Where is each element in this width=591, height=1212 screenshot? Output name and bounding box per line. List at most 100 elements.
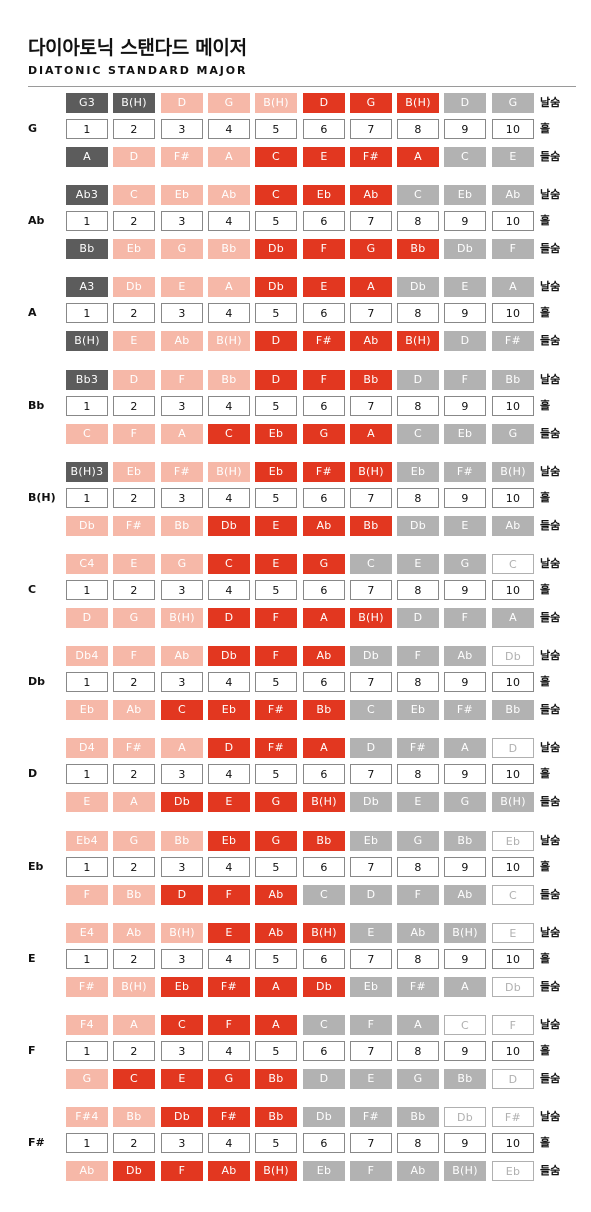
draw-note-cell: E	[255, 516, 297, 536]
draw-note-cell: F#	[350, 147, 392, 167]
hole-note-cell: 5	[255, 949, 297, 969]
draw-note-cell: E	[208, 792, 250, 812]
blow-note-cell: G	[397, 831, 439, 851]
hole-note-cell: 3	[161, 764, 203, 784]
hole-note-cell: 7	[350, 764, 392, 784]
draw-note-cell: E	[161, 1069, 203, 1089]
draw-note-cell: Ab	[444, 885, 486, 905]
blow-note-cell: A	[113, 1015, 155, 1035]
draw-note-cell: F#	[397, 977, 439, 997]
hole-note-cell: 3	[161, 857, 203, 877]
blow-note-cell: Ab	[350, 185, 392, 205]
blow-note-cell: Db	[350, 646, 392, 666]
blow-note-cell: Db	[161, 1107, 203, 1127]
blow-note-cell: D4	[66, 738, 108, 758]
blow-note-cell: Ab	[492, 185, 534, 205]
hole-note-cell: 10	[492, 488, 534, 508]
hole-row-label: 홀	[540, 122, 551, 135]
blow-note-cell: F	[113, 646, 155, 666]
hole-note-cell: 9	[444, 488, 486, 508]
key-group: D D4 F# A D F# A D F# A D 날숨 1 2 3 4 5 6 7 8 9 10 홀 E A Db E G B(H) D…	[0, 733, 591, 817]
draw-note-cell: F	[255, 608, 297, 628]
draw-note-cell: Eb	[66, 700, 108, 720]
hole-note-cell: 2	[113, 857, 155, 877]
hole-note-cell: 4	[208, 580, 250, 600]
blow-note-cell: F	[397, 646, 439, 666]
draw-note-cell: A	[66, 147, 108, 167]
hole-note-cell: 10	[492, 303, 534, 323]
draw-note-cell: D	[303, 1069, 345, 1089]
blow-note-cell: E	[350, 923, 392, 943]
blow-note-cell: A	[161, 738, 203, 758]
blow-note-cell: E	[444, 277, 486, 297]
hole-note-cell: 8	[397, 211, 439, 231]
hole-note-cell: 6	[303, 1133, 345, 1153]
blow-row-label: 날숨	[540, 834, 561, 847]
draw-note-cell: G	[444, 792, 486, 812]
blow-note-cell: D	[161, 93, 203, 113]
blow-note-cell: B(H)	[303, 923, 345, 943]
blow-row-label: 날숨	[540, 96, 561, 109]
blow-note-cell: D	[397, 370, 439, 390]
blow-note-cell: B(H)	[208, 462, 250, 482]
draw-note-cell: Db	[113, 1161, 155, 1181]
hole-note-cell: 2	[113, 211, 155, 231]
key-group: F F4 A C F A C F A C F 날숨 1 2 3 4 5 6 7 8 9 10 홀 G C E G Bb D E G Bb D 들숨	[0, 1010, 591, 1094]
hole-note-cell: 1	[66, 119, 108, 139]
draw-note-cell: C	[255, 147, 297, 167]
blow-note-cell: Bb	[444, 831, 486, 851]
draw-note-cell: F	[208, 885, 250, 905]
blow-note-cell: F4	[66, 1015, 108, 1035]
blow-note-cell: B(H)	[444, 923, 486, 943]
blow-note-cell: F#	[444, 462, 486, 482]
blow-note-cell: B(H)	[492, 462, 534, 482]
draw-note-cell: E	[492, 147, 534, 167]
hole-row-label: 홀	[540, 675, 551, 688]
blow-note-cell: Db4	[66, 646, 108, 666]
draw-note-cell: Db	[303, 977, 345, 997]
draw-note-cell: Bb	[161, 516, 203, 536]
blow-note-cell: F#	[303, 462, 345, 482]
blow-note-cell: D	[444, 93, 486, 113]
blow-note-cell: Ab	[113, 923, 155, 943]
draw-note-cell: F	[303, 239, 345, 259]
hole-note-cell: 6	[303, 949, 345, 969]
key-label: Ab	[28, 214, 45, 227]
draw-note-cell: Bb	[208, 239, 250, 259]
hole-note-cell: 3	[161, 303, 203, 323]
draw-note-cell: Bb	[303, 700, 345, 720]
draw-note-cell: Bb	[66, 239, 108, 259]
blow-note-cell: D	[255, 370, 297, 390]
blow-note-cell: Eb	[397, 462, 439, 482]
hole-note-cell: 4	[208, 949, 250, 969]
hole-note-cell: 4	[208, 1041, 250, 1061]
hole-note-cell: 5	[255, 396, 297, 416]
hole-note-cell: 2	[113, 1041, 155, 1061]
blow-row-label: 날숨	[540, 280, 561, 293]
blow-note-cell: Ab	[208, 185, 250, 205]
hole-note-cell: 10	[492, 1133, 534, 1153]
blow-note-cell: E	[113, 554, 155, 574]
draw-note-cell: F#	[444, 700, 486, 720]
hole-row-label: 홀	[540, 952, 551, 965]
blow-note-cell: C4	[66, 554, 108, 574]
hole-note-cell: 7	[350, 488, 392, 508]
blow-note-cell: F	[161, 370, 203, 390]
hole-note-cell: 7	[350, 1041, 392, 1061]
hole-row-label: 홀	[540, 1044, 551, 1057]
blow-note-cell: Bb	[113, 1107, 155, 1127]
hole-note-cell: 1	[66, 303, 108, 323]
draw-note-cell: A	[255, 977, 297, 997]
draw-note-cell: C	[350, 700, 392, 720]
blow-note-cell: F	[303, 370, 345, 390]
draw-note-cell: C	[66, 424, 108, 444]
key-label: F#	[28, 1136, 45, 1149]
hole-note-cell: 3	[161, 488, 203, 508]
blow-note-cell: G	[444, 554, 486, 574]
hole-row-label: 홀	[540, 399, 551, 412]
draw-note-cell: Eb	[492, 1161, 534, 1181]
draw-note-cell: Db	[444, 239, 486, 259]
hole-note-cell: 7	[350, 119, 392, 139]
hole-row-label: 홀	[540, 1136, 551, 1149]
hole-note-cell: 1	[66, 1133, 108, 1153]
